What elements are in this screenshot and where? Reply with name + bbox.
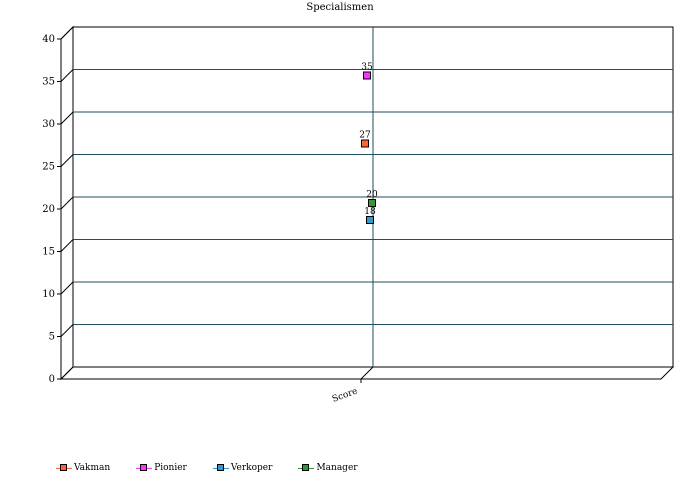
gridline-side [60, 69, 74, 82]
y-tick-label: 30 [42, 119, 55, 130]
legend-item-vakman: Vakman [56, 463, 110, 473]
legend-swatch [212, 463, 229, 473]
data-point-vakman [361, 139, 369, 148]
y-tick-label: 10 [42, 289, 55, 300]
x-tick-label: Score [331, 386, 359, 404]
data-point-pionier [363, 71, 371, 80]
gridline-side [60, 366, 74, 380]
legend-item-pionier: Pionier [136, 463, 187, 473]
legend-label: Manager [316, 463, 358, 473]
legend-label: Vakman [74, 463, 111, 473]
y-tick-label: 25 [42, 162, 55, 173]
chart-title: Specialismen [306, 2, 374, 13]
y-tick-label: 35 [42, 77, 55, 88]
gridline-side [60, 239, 74, 252]
y-tick-label: 20 [42, 204, 55, 215]
gridline-side [60, 154, 74, 167]
gridline-side [60, 324, 74, 337]
data-label: 18 [364, 207, 376, 217]
gridline-side [60, 281, 74, 295]
gridline-side [60, 196, 74, 210]
y-tick-label: 40 [42, 34, 55, 45]
y-tick-label: 0 [49, 374, 55, 385]
gridline-side [60, 26, 74, 40]
data-label: 27 [359, 131, 371, 141]
y-tick-label: 5 [49, 332, 55, 343]
legend-label: Pionier [154, 463, 187, 473]
data-label: 20 [366, 190, 378, 200]
legend-swatch [298, 463, 315, 473]
data-point-manager [368, 199, 376, 207]
gridline-side [60, 111, 74, 125]
legend-swatch [56, 463, 72, 473]
legend-item-verkoper: Verkoper [212, 463, 273, 473]
legend-label: Verkoper [230, 463, 273, 473]
y-tick-label: 15 [42, 247, 55, 258]
legend: Vakman Pionier Verkoper Manager [56, 461, 384, 475]
legend-item-manager: Manager [298, 463, 358, 473]
legend-swatch [136, 463, 153, 473]
category-divider-floor [360, 366, 374, 380]
data-label: 35 [361, 63, 373, 73]
data-point-verkoper [366, 216, 374, 224]
